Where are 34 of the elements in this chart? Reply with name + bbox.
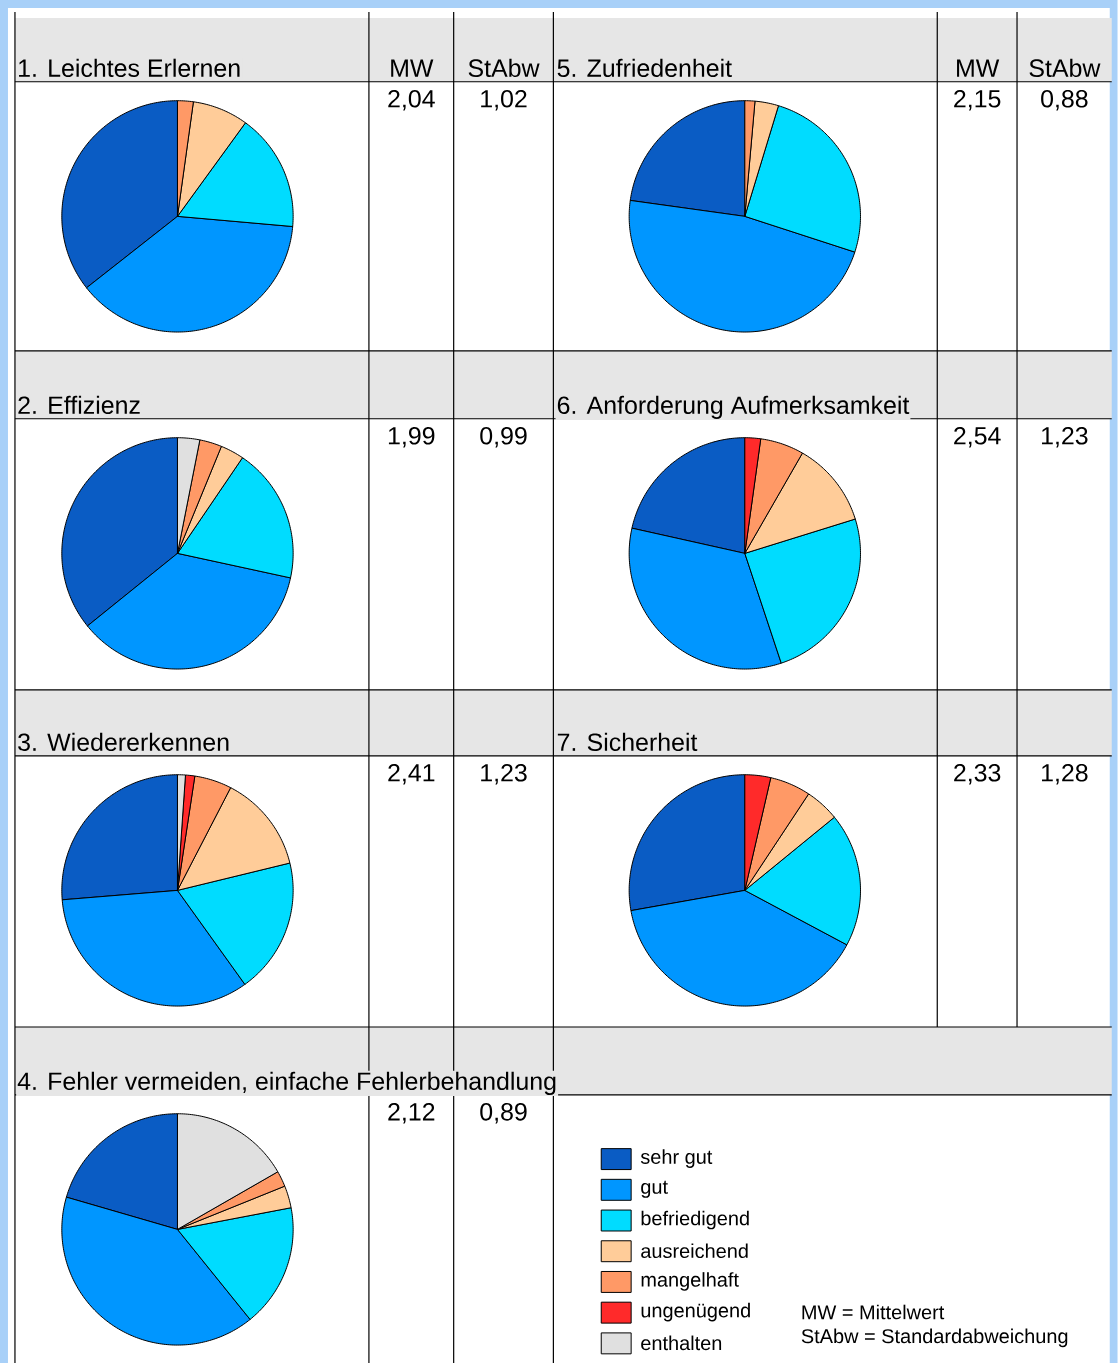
legend-label: befriedigend <box>641 1210 749 1230</box>
legend-label: gut <box>641 1180 669 1198</box>
text: 2,33 <box>954 763 1001 785</box>
legend-label: ausreichend <box>641 1243 748 1259</box>
chart-title: 4. Fehler vermeiden, einfache Fehlerbehandlung <box>17 1071 556 1095</box>
text: 1,02 <box>481 89 527 111</box>
legend-label: mangelhaft <box>641 1272 739 1291</box>
text: StAbw = Standardabweichung <box>801 1328 1068 1348</box>
chart-title: 7. Sicherheit <box>558 732 698 752</box>
text: 0,88 <box>1041 89 1088 111</box>
legend-label: ungenügend <box>641 1302 751 1322</box>
text: MW = Mittelwert <box>802 1304 945 1320</box>
legend-label: enthalten <box>641 1335 722 1351</box>
chart-title: 6. Anforderung Aufmerksamkeit <box>557 395 910 419</box>
text: 1,28 <box>1042 763 1088 785</box>
text: 2,41 <box>388 763 435 785</box>
chart-title: 1. Leichtes Erlernen <box>19 58 240 78</box>
text: 1,23 <box>481 763 527 785</box>
legend-label: sehr gut <box>641 1149 713 1168</box>
text: MW <box>957 59 1000 77</box>
text: 2,04 <box>388 89 435 111</box>
text: 0,99 <box>480 426 527 448</box>
text: 1,99 <box>389 426 435 448</box>
text: 2,15 <box>954 89 1001 111</box>
chart-title: 3. Wiedererkennen <box>18 732 229 752</box>
text: 2,54 <box>954 426 1001 448</box>
text: MW <box>391 59 434 77</box>
text: StAbw <box>468 58 540 78</box>
chart-title: 2. Effizienz <box>18 395 140 415</box>
text: 2,12 <box>388 1102 435 1124</box>
text: 1,23 <box>1042 426 1088 448</box>
text: 0,89 <box>480 1102 527 1124</box>
chart-title: 5. Zufriedenheit <box>557 58 733 78</box>
text: StAbw <box>1029 58 1101 78</box>
